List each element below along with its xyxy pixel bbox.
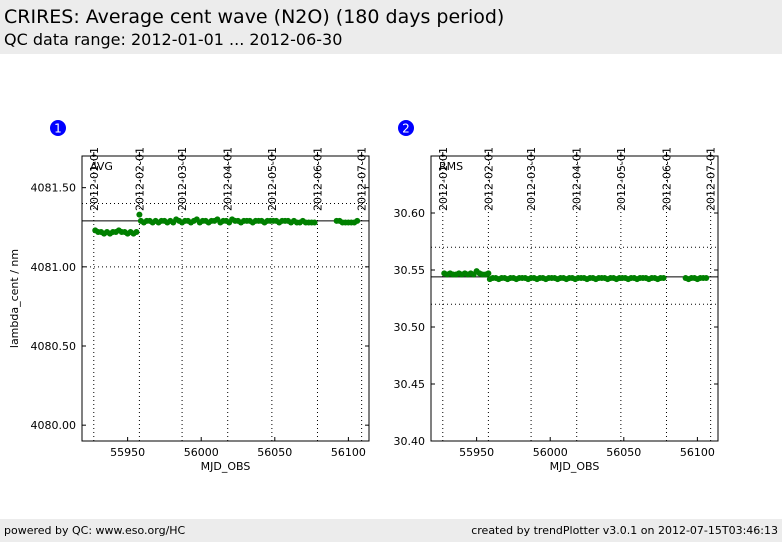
panel-1-plot-frame — [81, 155, 370, 442]
panel-1-panel-label: AVG — [90, 160, 113, 173]
panel-1-date-label-1: 2012-02-01 — [133, 147, 146, 211]
panel-1-date-label-2: 2012-03-01 — [176, 147, 189, 211]
panel-1-date-label-3: 2012-04-01 — [222, 147, 235, 211]
panel-1-data-point-0-83 — [354, 217, 361, 224]
panel-1-x-axis-label: MJD_OBS — [201, 460, 251, 473]
footer-banner: powered by QC: www.eso.org/HC created by… — [0, 519, 782, 542]
panel-2-date-label-3: 2012-04-01 — [571, 147, 584, 211]
panel-2-data-point-0-83 — [703, 274, 710, 281]
panel-1-data-point-0-14 — [133, 229, 140, 235]
panel-1-date-label-0: 2012-01-01 — [88, 147, 101, 211]
page-subtitle: QC data range: 2012-01-01 ... 2012-06-30 — [4, 30, 343, 49]
panel-1-y-tick-label-0: 4080.00 — [31, 419, 77, 432]
panel-1-date-label-5: 2012-06-01 — [311, 147, 324, 211]
panel-1-y-tick-label-2: 4081.00 — [31, 261, 77, 274]
panel-2-y-tick-label-3: 30.55 — [394, 264, 426, 277]
panel-2-y-tick-label-4: 30.60 — [394, 207, 426, 220]
panel-1-x-tick-label-0: 55950 — [110, 446, 145, 459]
panel-1-y-axis-label: lambda_cent / nm — [8, 249, 21, 348]
panel-1-x-tick-label-3: 56100 — [331, 446, 366, 459]
panel-2-date-label-2: 2012-03-01 — [525, 147, 538, 211]
panel-2-x-tick-label-3: 56100 — [680, 446, 715, 459]
panel-1-data-point-0-75 — [311, 219, 318, 226]
panel-2-x-axis-label: MJD_OBS — [550, 460, 600, 473]
panel-1-y-tick-label-1: 4080.50 — [31, 340, 77, 353]
panel-1-x-tick-label-2: 56050 — [257, 446, 292, 459]
panel-2-data-point-0-75 — [660, 274, 667, 281]
panel-2-badge-number: 2 — [402, 122, 410, 136]
header-banner: CRIRES: Average cent wave (N2O) (180 day… — [0, 0, 782, 54]
panel-2-date-label-0: 2012-01-01 — [437, 147, 450, 211]
panel-2-x-tick-label-2: 56050 — [606, 446, 641, 459]
footer-created-by: created by trendPlotter v3.0.1 on 2012-0… — [471, 524, 778, 537]
panel-2-date-label-1: 2012-02-01 — [482, 147, 495, 211]
footer-powered-by: powered by QC: www.eso.org/HC — [4, 524, 186, 537]
panel-1-date-label-6: 2012-07-01 — [356, 147, 369, 211]
panel-1-y-tick-label-3: 4081.50 — [31, 182, 77, 195]
panel-2-x-tick-label-0: 55950 — [459, 446, 494, 459]
panel-2-data-point-0-15 — [485, 270, 492, 277]
panel-2-badge-icon — [398, 120, 414, 136]
panel-2-plot-frame — [430, 155, 719, 442]
panel-2-panel-label: RMS — [439, 160, 463, 173]
page-title: CRIRES: Average cent wave (N2O) (180 day… — [4, 6, 505, 28]
panel-1-badge-icon — [50, 120, 66, 136]
panel-2-y-tick-label-0: 30.40 — [394, 435, 426, 448]
panel-1-data-point-0-15 — [136, 211, 143, 218]
panel-1-x-tick-label-1: 56000 — [184, 446, 219, 459]
panel-2-date-label-4: 2012-05-01 — [615, 147, 628, 211]
panel-2-y-tick-label-1: 30.45 — [394, 378, 426, 391]
panel-1-badge-number: 1 — [54, 122, 62, 136]
panel-1-date-label-4: 2012-05-01 — [266, 147, 279, 211]
panel-2-date-label-5: 2012-06-01 — [660, 147, 673, 211]
panel-2-x-tick-label-1: 56000 — [533, 446, 568, 459]
panel-2-date-label-6: 2012-07-01 — [705, 147, 718, 211]
panel-2-y-tick-label-2: 30.50 — [394, 321, 426, 334]
